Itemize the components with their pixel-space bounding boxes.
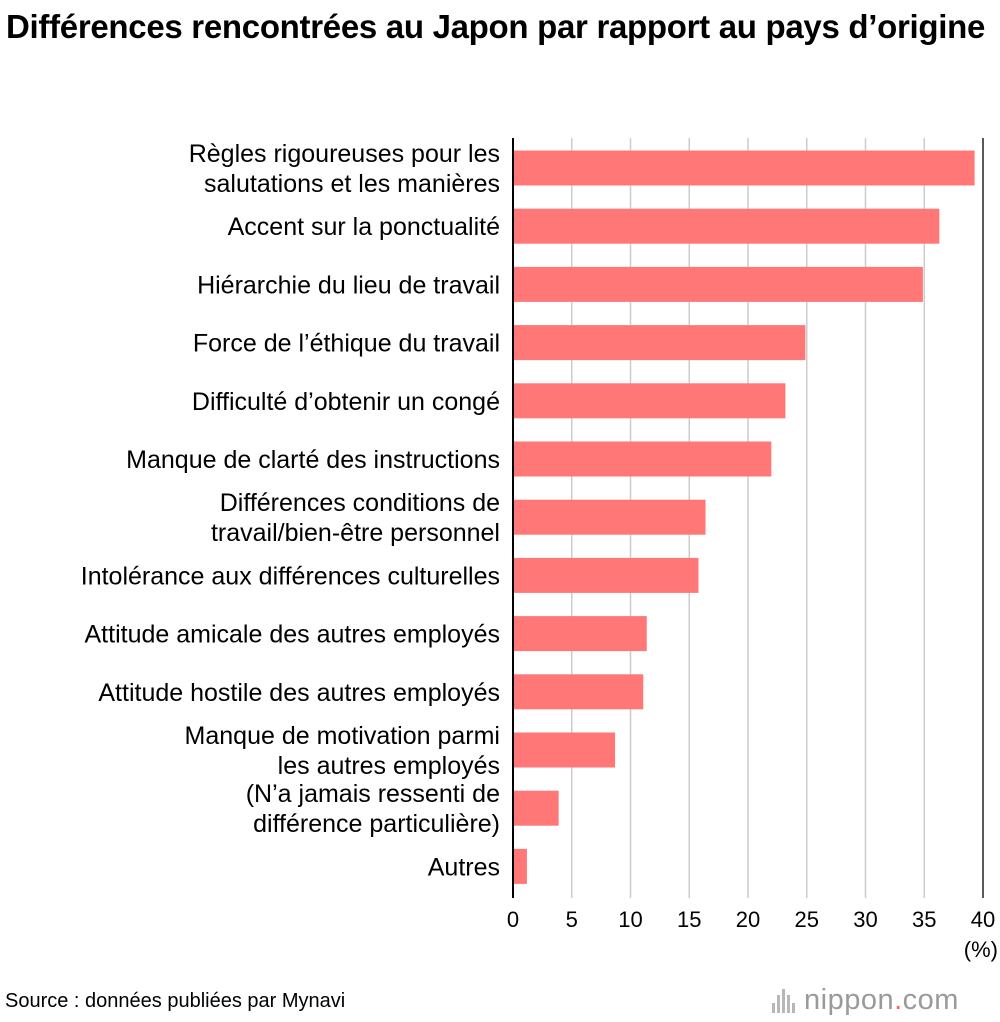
bar <box>514 674 644 710</box>
category-label: Autres <box>428 853 500 881</box>
x-axis-ticks: 0 5 10 15 20 25 30 35 40 <box>507 907 995 932</box>
bar <box>514 557 699 593</box>
x-tick-label: 5 <box>566 907 578 932</box>
category-label: Force de l’éthique du travail <box>193 330 500 358</box>
category-label: Hiérarchie du lieu de travail <box>197 271 500 299</box>
bar <box>514 150 975 186</box>
nippon-logo: nippon. com <box>772 984 959 1017</box>
nippon-logo-icon <box>772 988 795 1013</box>
x-tick-label: 15 <box>677 907 701 932</box>
bar <box>514 499 706 535</box>
category-label: Manque de motivation parmi les autres emp… <box>185 722 500 780</box>
category-label: Attitude amicale des autres employés <box>85 621 501 649</box>
logo-suffix: com <box>902 984 959 1016</box>
bar <box>514 208 940 244</box>
category-labels: Règles rigoureuses pour les salutations e… <box>81 140 500 881</box>
bar <box>514 848 527 884</box>
logo-brand: nippon <box>804 984 895 1016</box>
category-label: (N’a jamais ressenti de différence partic… <box>246 780 500 838</box>
category-label: Manque de clarté des instructions <box>126 446 500 474</box>
unit-label: (%) <box>963 937 998 962</box>
category-label: Différences conditions de travail/bien-êt… <box>211 489 500 547</box>
x-tick-label: 30 <box>853 907 877 932</box>
chart-title: Différences rencontrées au Japon par rap… <box>6 8 986 45</box>
logo-dot: . <box>894 984 903 1016</box>
bar <box>514 616 647 652</box>
bars <box>514 150 975 884</box>
bar <box>514 441 772 477</box>
bar <box>514 732 616 768</box>
bar <box>514 325 806 361</box>
bar <box>514 383 786 419</box>
bar <box>514 266 923 302</box>
x-tick-label: 40 <box>971 907 995 932</box>
category-label: Difficulté d’obtenir un congé <box>192 388 500 416</box>
category-label: Attitude hostile des autres employés <box>98 679 500 707</box>
x-tick-label: 0 <box>507 907 519 932</box>
category-label: Accent sur la ponctualité <box>228 213 500 241</box>
x-tick-label: 35 <box>912 907 936 932</box>
category-label: Intolérance aux différences culturelles <box>81 562 500 590</box>
category-label: Règles rigoureuses pour les salutations e… <box>189 140 500 198</box>
source-note: Source : données publiées par Mynavi <box>5 990 346 1012</box>
x-tick-label: 10 <box>618 907 642 932</box>
bar <box>514 790 559 826</box>
x-tick-label: 20 <box>736 907 760 932</box>
x-tick-label: 25 <box>795 907 819 932</box>
